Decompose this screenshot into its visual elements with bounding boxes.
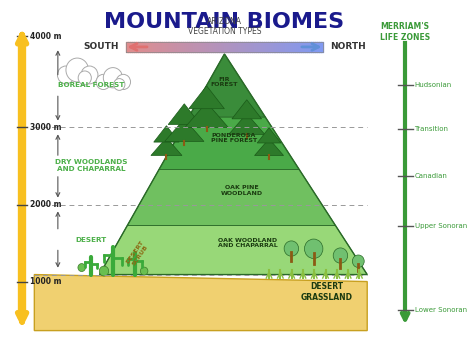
Text: BOREAL FOREST: BOREAL FOREST [58, 83, 124, 89]
Text: Transition: Transition [415, 126, 448, 132]
Text: FIR
FOREST: FIR FOREST [211, 77, 238, 87]
Circle shape [116, 74, 130, 90]
Polygon shape [189, 54, 265, 117]
Circle shape [304, 239, 323, 258]
Polygon shape [100, 226, 367, 275]
Circle shape [284, 241, 299, 256]
Circle shape [103, 68, 122, 88]
Polygon shape [168, 104, 201, 125]
Polygon shape [255, 139, 283, 155]
Text: 3000 m: 3000 m [29, 123, 61, 132]
Circle shape [78, 71, 91, 85]
Circle shape [66, 58, 89, 82]
Text: MOUNTAIN BIOMES: MOUNTAIN BIOMES [104, 12, 345, 32]
Circle shape [333, 248, 348, 263]
Circle shape [140, 267, 148, 275]
Polygon shape [185, 102, 228, 127]
Polygon shape [159, 117, 299, 169]
Circle shape [57, 66, 74, 84]
Text: Upper Sonoran: Upper Sonoran [415, 222, 467, 228]
Circle shape [96, 74, 110, 90]
Text: Canadian: Canadian [415, 174, 447, 179]
Polygon shape [151, 138, 182, 155]
Polygon shape [189, 86, 224, 109]
Polygon shape [232, 100, 262, 119]
Text: PONDEROSA
PINE FOREST: PONDEROSA PINE FOREST [211, 133, 257, 143]
Circle shape [352, 255, 364, 268]
Circle shape [114, 79, 125, 90]
Polygon shape [164, 119, 204, 142]
Polygon shape [34, 275, 367, 331]
Text: 4000 m: 4000 m [29, 32, 61, 41]
Circle shape [78, 264, 85, 271]
Text: OAK PINE
WOODLAND: OAK PINE WOODLAND [220, 185, 263, 196]
Polygon shape [154, 126, 179, 142]
Text: DESERT: DESERT [75, 237, 107, 243]
Circle shape [81, 66, 98, 84]
Circle shape [99, 266, 109, 276]
Text: 2000 m: 2000 m [29, 200, 61, 209]
Text: DESERT
GRASSLAND: DESERT GRASSLAND [301, 282, 353, 302]
Text: ARIZONA
VEGETATION TYPES: ARIZONA VEGETATION TYPES [188, 17, 261, 36]
Text: Lower Sonoran: Lower Sonoran [415, 307, 467, 313]
Text: DESERT
SCRUB: DESERT SCRUB [125, 239, 150, 268]
Text: OAK WOODLAND
AND CHAPARRAL: OAK WOODLAND AND CHAPARRAL [218, 238, 278, 249]
Text: 1000 m: 1000 m [29, 277, 61, 286]
Text: MERRIAM'S
LIFE ZONES: MERRIAM'S LIFE ZONES [380, 22, 430, 42]
Polygon shape [257, 128, 281, 143]
Polygon shape [228, 114, 265, 134]
Text: SOUTH: SOUTH [83, 42, 119, 52]
Text: DRY WOODLANDS
AND CHAPARRAL: DRY WOODLANDS AND CHAPARRAL [55, 160, 127, 173]
Text: Hudsonian: Hudsonian [415, 83, 452, 89]
Polygon shape [128, 169, 336, 226]
Text: NORTH: NORTH [330, 42, 366, 52]
